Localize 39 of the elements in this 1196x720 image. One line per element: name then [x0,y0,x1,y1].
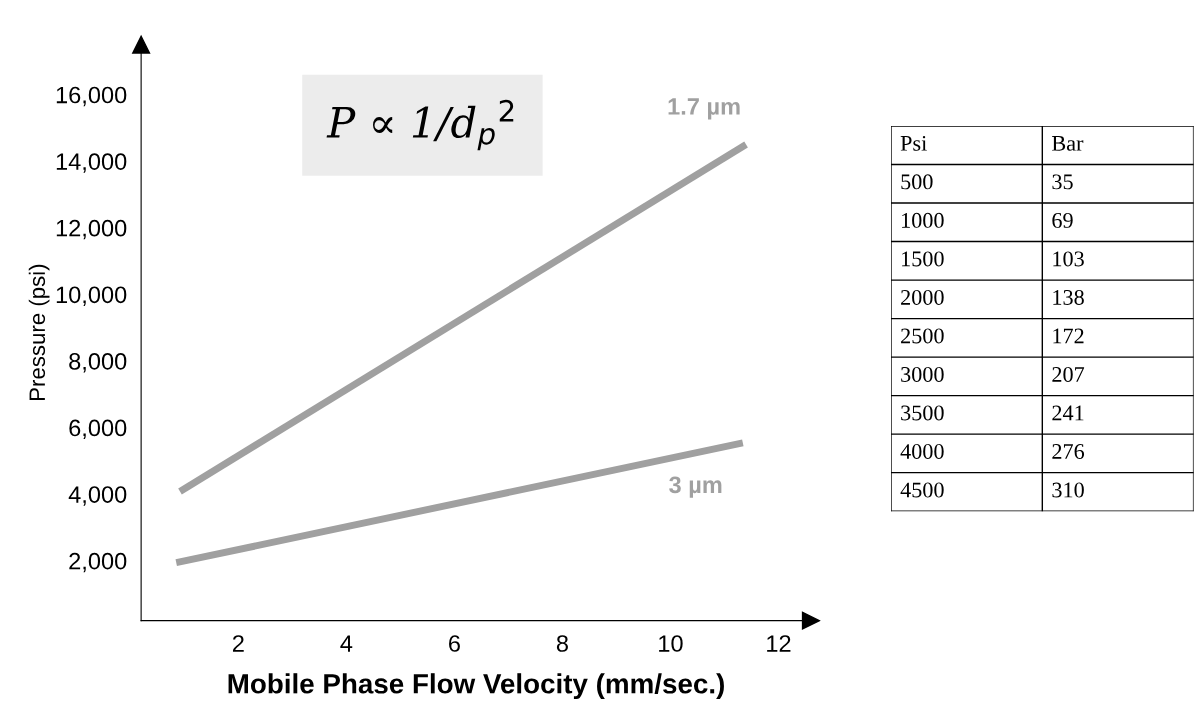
text: Psi [900,135,927,151]
text: 310 [1052,482,1084,498]
text: 138 [1053,289,1084,305]
y-axis-title: Pressure (psi) [28,264,50,400]
text: 4500 [900,482,944,498]
y-tick-label: 16,000 [56,86,127,107]
annotation: P ∝ 1/d$_{p}$$^{2}$ [326,99,514,151]
y-tick-label: 12,000 [56,219,127,240]
text: 172 [1053,328,1084,344]
x-tick-label: 4 [340,635,353,652]
y-tick-label: 2,000 [69,552,127,573]
series-label: 1.7 µm [668,98,740,120]
y-tick-label: 14,000 [56,153,127,173]
x-axis-title: Mobile Phase Flow Velocity (mm/sec.) [228,673,724,700]
text: 1000 [902,212,944,228]
text: 1500 [902,251,944,267]
text: 103 [1053,251,1084,267]
text: 500 [901,174,933,190]
text: 4000 [900,443,944,459]
text: 3500 [901,405,944,421]
y-tick-label: 10,000 [56,286,127,306]
series-label: 3 µm [669,476,722,498]
y-tick-label: 4,000 [68,486,127,506]
text: 35 [1052,174,1073,190]
x-tick-label: 8 [556,635,568,652]
text: 2000 [901,289,944,305]
text: 3000 [901,366,944,382]
x-tick-label: 6 [449,635,460,652]
x-tick-label: 10 [659,635,683,652]
text: 207 [1052,366,1085,382]
text: 241 [1052,405,1084,421]
x-tick-label: 2 [232,635,244,652]
text: Bar [1052,136,1084,151]
text: 69 [1052,212,1073,228]
x-tick-label: 12 [767,635,791,652]
y-tick-label: 8,000 [69,353,127,373]
text: 276 [1052,444,1085,459]
text: 2500 [901,328,944,344]
y-tick-label: 6,000 [69,419,127,440]
